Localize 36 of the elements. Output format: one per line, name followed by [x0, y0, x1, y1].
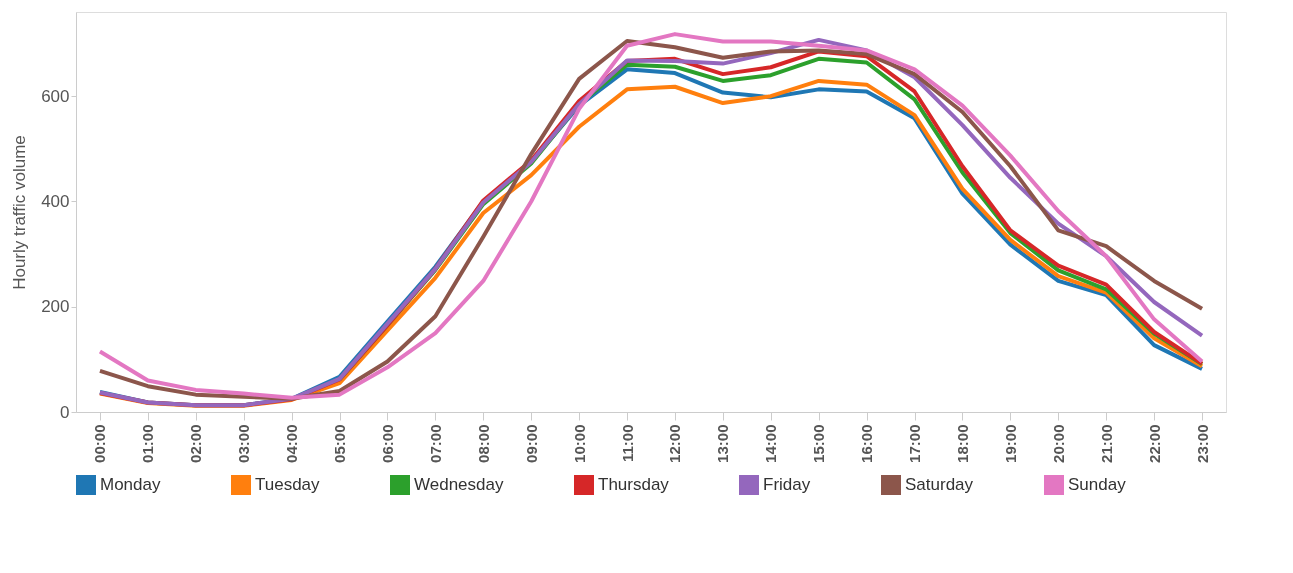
x-tick-label: 10:00 [570, 424, 588, 463]
x-tick-label: 16:00 [858, 424, 876, 463]
y-axis-title: Hourly traffic volume [10, 135, 30, 290]
legend-label: Saturday [905, 475, 974, 494]
x-tick-label: 14:00 [762, 424, 780, 463]
x-tick-label: 00:00 [91, 424, 109, 463]
legend-label: Tuesday [255, 475, 321, 494]
x-tick-label: 21:00 [1097, 424, 1115, 463]
x-tick-label: 09:00 [522, 424, 540, 463]
legend-label: Friday [763, 475, 811, 494]
x-tick-label: 06:00 [378, 424, 396, 463]
x-tick-label: 15:00 [810, 424, 828, 463]
x-tick-label: 07:00 [426, 424, 444, 463]
legend-label: Wednesday [414, 475, 504, 494]
x-tick-label: 12:00 [666, 424, 684, 463]
x-tick-label: 19:00 [1001, 424, 1019, 463]
x-tick-label: 13:00 [714, 424, 732, 463]
x-tick-label: 18:00 [953, 424, 971, 463]
y-tick-label: 600 [41, 86, 70, 106]
x-tick-label: 22:00 [1145, 424, 1163, 463]
x-tick-label: 01:00 [139, 424, 157, 463]
x-tick-label: 11:00 [618, 424, 636, 463]
legend-label: Monday [100, 475, 161, 494]
x-tick-label: 03:00 [235, 424, 253, 463]
x-tick-label: 23:00 [1193, 424, 1211, 463]
x-tick-label: 08:00 [474, 424, 492, 463]
y-tick-label: 400 [41, 191, 70, 211]
x-tick-label: 04:00 [283, 424, 301, 463]
legend-label: Sunday [1068, 475, 1127, 494]
x-tick-label: 05:00 [331, 424, 349, 463]
legend-label: Thursday [598, 475, 670, 494]
x-tick-label: 17:00 [906, 424, 924, 463]
y-tick-label: 200 [41, 297, 70, 317]
x-tick-label: 20:00 [1049, 424, 1067, 463]
x-tick-label: 02:00 [187, 424, 205, 463]
y-tick-label: 0 [60, 402, 70, 422]
